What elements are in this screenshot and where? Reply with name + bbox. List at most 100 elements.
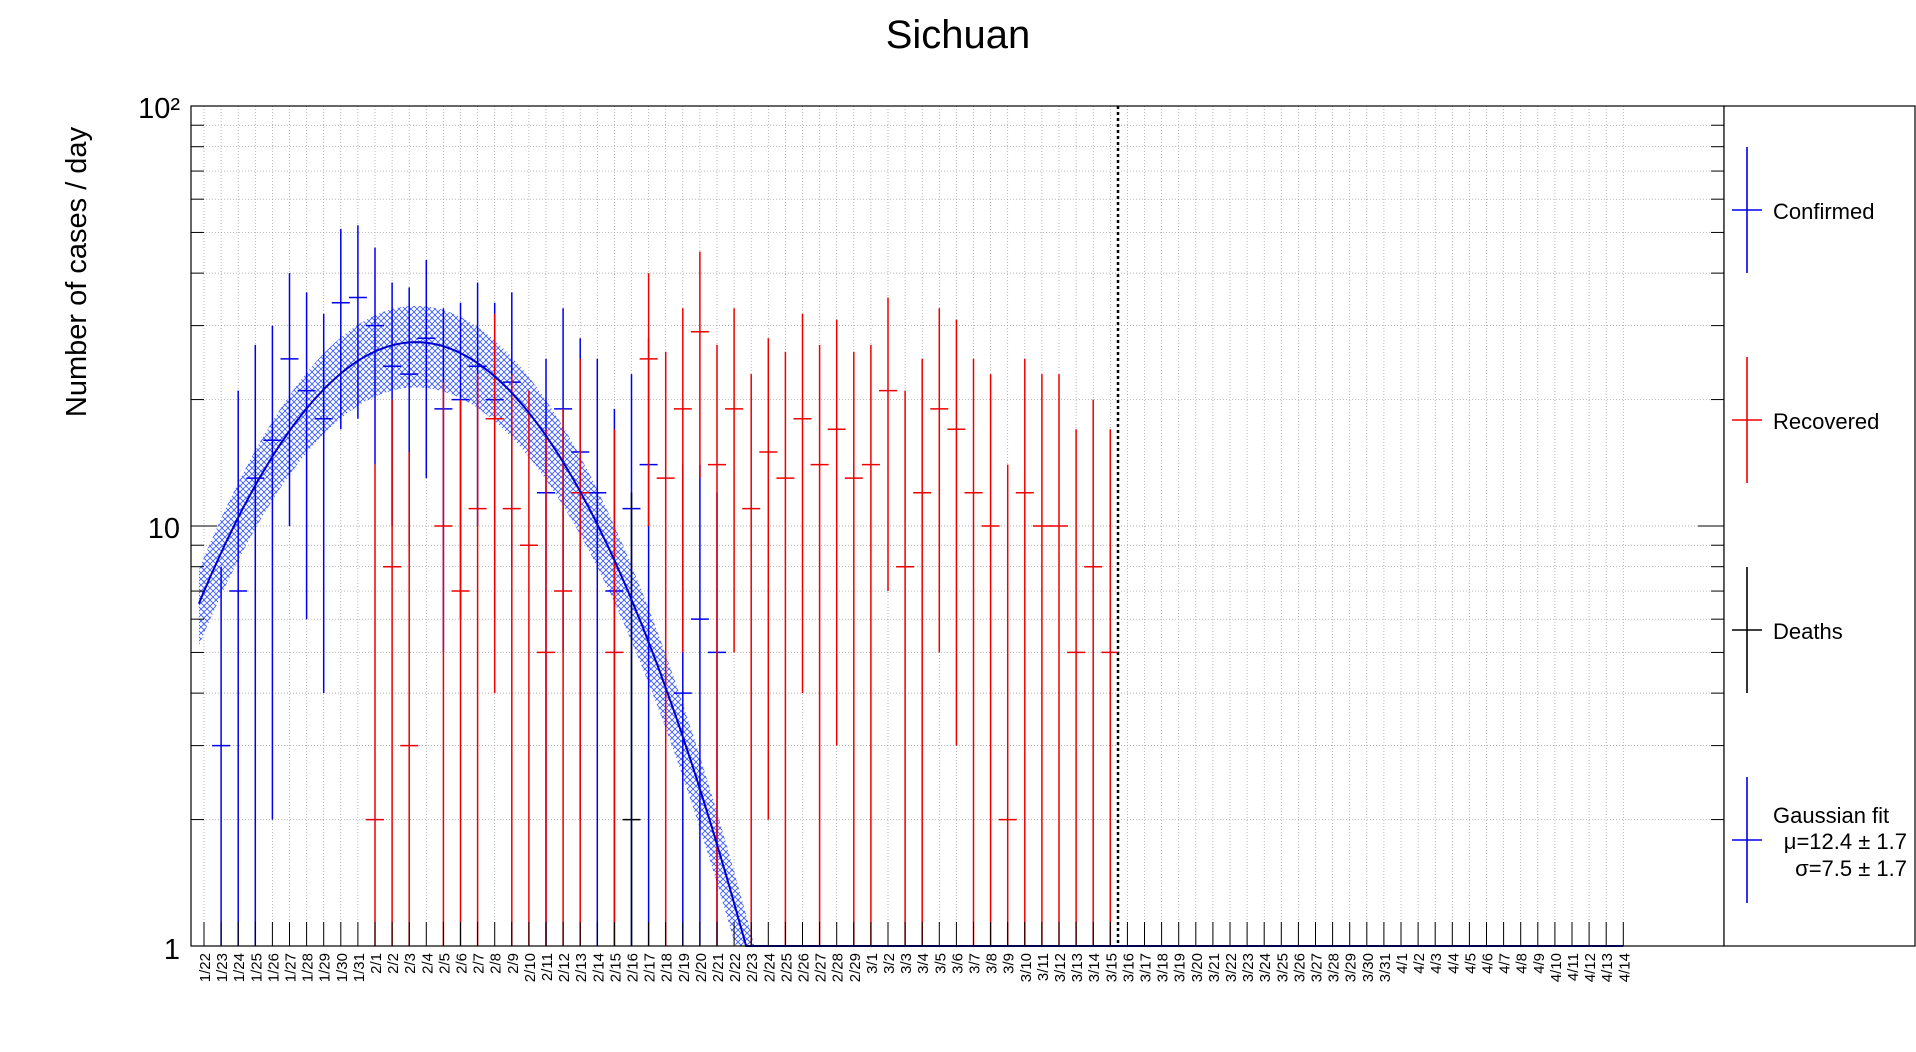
x-tick-label: 4/11 [1565,953,1582,981]
x-tick-label: 3/11 [1035,953,1052,981]
x-tick-label: 3/12 [1052,953,1069,982]
data-series [212,225,1120,946]
data-point-recovered [639,273,658,526]
data-point-recovered [673,308,692,653]
x-tick-label: 2/6 [454,953,471,974]
x-tick-label: 2/13 [573,953,590,982]
data-point-recovered [537,429,555,946]
x-tick-label: 4/1 [1394,953,1411,974]
x-tick-label: 4/4 [1445,953,1462,974]
x-tick-label: 1/24 [231,953,248,982]
data-point-recovered [451,399,470,946]
x-tick-label: 1/27 [283,953,300,982]
x-tick-label: 2/25 [778,953,795,982]
x-tick-label: 2/17 [642,953,659,982]
legend-label-deaths: Deaths [1773,619,1843,644]
x-tick-label: 3/31 [1377,953,1394,982]
x-tick-label: 4/5 [1462,953,1479,974]
data-point-recovered [1032,374,1051,946]
x-tick-label: 2/18 [659,953,676,982]
x-tick-label: 3/3 [898,953,915,974]
data-point-recovered [400,452,419,946]
x-tick-label: 4/13 [1599,953,1616,982]
x-tick-label: 2/3 [402,953,419,974]
x-tick-label: 4/3 [1428,953,1445,974]
x-tick-label: 2/27 [813,953,830,982]
x-tick-label: 2/1 [368,953,385,974]
x-tick-label: 2/2 [385,953,402,974]
data-point-recovered [759,338,778,820]
data-point-recovered [913,358,932,946]
legend-label-confirmed: Confirmed [1773,199,1874,224]
x-tick-label: 2/10 [522,953,539,982]
x-tick-label: 3/27 [1309,953,1326,982]
data-point-recovered [1067,429,1086,946]
x-tick-labels: 1/22 1/23 1/24 1/25 1/26 1/27 1/28 1/29 1/30 1/31… [197,953,1633,982]
chart-title: Sichuan [886,13,1031,57]
data-point-confirmed [417,259,436,479]
x-tick-label: 3/19 [1172,953,1189,982]
data-point-recovered [554,408,573,946]
x-tick-label: 2/12 [556,953,573,982]
data-point-recovered [742,374,761,946]
x-tick-label: 3/6 [949,953,966,974]
x-tick-label: 3/25 [1274,953,1291,982]
x-tick-label: 3/29 [1343,953,1360,982]
data-point-confirmed [280,273,299,526]
x-tick-label: 3/9 [1001,953,1018,974]
x-tick-label: 2/23 [744,953,761,982]
x-tick-label: 3/14 [1086,953,1103,982]
data-point-recovered [861,344,880,946]
data-point-recovered [776,351,795,946]
x-tick-label: 3/4 [915,953,932,974]
y-tick-label: 1 [164,934,180,966]
x-tick-label: 4/12 [1582,953,1599,982]
data-point-recovered [793,313,812,694]
data-point-recovered [725,308,744,653]
x-tick-label: 2/11 [539,953,556,981]
data-point-recovered [964,358,983,946]
legend-entry-recovered: Recovered [1732,357,1879,483]
data-point-confirmed [229,390,248,946]
fit-curve-line [197,341,1624,947]
data-point-recovered [502,374,521,946]
data-point-confirmed [366,247,384,465]
y-tick-label: 10² [138,93,180,125]
legend-entry-gaussian-fit: Gaussian fit μ=12.4 ± 1.7 σ=7.5 ± 1.7 [1732,777,1907,903]
data-point-confirmed [690,464,709,946]
data-point-recovered [605,429,624,946]
data-point-recovered [690,251,709,479]
legend-label-recovered: Recovered [1773,409,1879,434]
x-tick-label: 3/13 [1069,953,1086,982]
legend-box [1723,105,1916,947]
x-tick-label: 3/20 [1189,953,1206,982]
x-tick-label: 3/30 [1360,953,1377,982]
data-point-recovered [827,319,846,746]
grid [191,106,1724,946]
x-tick-label: 2/26 [796,953,813,982]
x-tick-label: 3/7 [967,953,984,974]
x-tick-label: 3/24 [1257,953,1274,982]
data-point-recovered [1084,399,1103,946]
plot-frame [190,105,1725,947]
data-point-recovered [1101,429,1120,946]
data-point-confirmed [246,344,265,946]
x-tick-label: 3/22 [1223,953,1240,982]
y-tick-labels: 1 10 10² [138,93,180,966]
legend-fit-sigma: σ=7.5 ± 1.7 [1795,856,1907,881]
x-tick-label: 1/23 [214,953,231,982]
x-tick-label: 3/21 [1206,953,1223,982]
data-point-recovered [981,374,1000,946]
x-tick-label: 3/2 [881,953,898,974]
x-tick-label: 3/18 [1155,953,1172,982]
x-tick-label: 4/6 [1480,953,1497,974]
x-tick-label: 2/15 [607,953,624,982]
data-point-recovered [519,390,538,946]
data-point-recovered [1015,358,1034,946]
x-tick-label: 3/16 [1120,953,1137,982]
x-tick-label: 2/28 [830,953,847,982]
x-tick-label: 3/26 [1291,953,1308,982]
x-tick-label: 4/7 [1497,953,1514,974]
data-point-confirmed [263,325,282,820]
y-axis-label: Number of cases / day [61,126,93,417]
